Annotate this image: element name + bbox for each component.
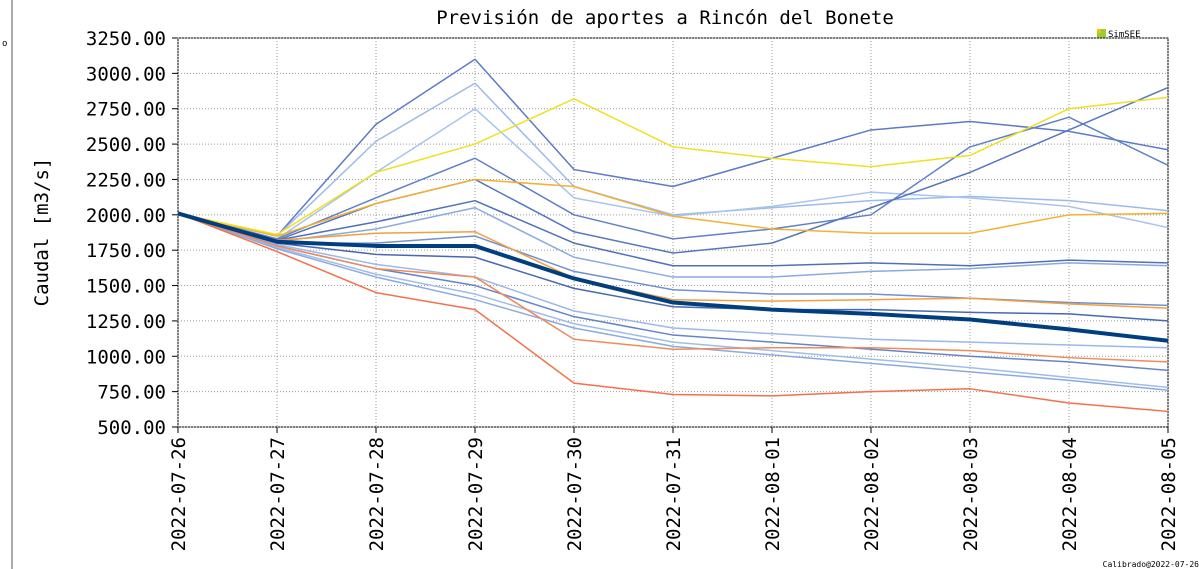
x-tick-label: 2022-07-29: [465, 437, 487, 551]
logo: SimSEE: [1108, 30, 1141, 40]
series-line: [177, 199, 1169, 267]
x-tick-label: 2022-07-27: [267, 437, 289, 551]
y-tick-label: 3250.00: [86, 28, 166, 50]
series-line: [177, 82, 1169, 237]
series-line: [177, 212, 1169, 309]
x-tick-label: 2022-08-04: [1059, 437, 1081, 551]
logo-icon: [1097, 29, 1106, 38]
y-tick-label: 1500.00: [86, 276, 166, 298]
series-line: [177, 96, 1169, 236]
y-tick-label: 2500.00: [86, 134, 166, 156]
series-line: [177, 212, 1169, 413]
x-tick-label: 2022-07-31: [663, 437, 685, 551]
x-tick-label: 2022-07-28: [366, 437, 388, 551]
x-tick-label: 2022-07-26: [168, 437, 190, 551]
y-tick-label: 2250.00: [86, 169, 166, 191]
series-line: [177, 86, 1169, 254]
y-tick-label: 1000.00: [86, 346, 166, 368]
y-tick-label: 500.00: [97, 417, 166, 439]
y-tick-label: 3000.00: [86, 63, 166, 85]
series-line: [177, 212, 1169, 391]
series-line: [177, 116, 1169, 240]
chart-title: Previsión de aportes a Rincón del Bonete: [436, 7, 894, 29]
series-line: [177, 212, 1169, 389]
x-tick-label: 2022-08-01: [762, 437, 784, 551]
y-tick-label: 750.00: [97, 382, 166, 404]
x-tick-label: 2022-07-30: [564, 437, 586, 551]
series-line: [177, 212, 1169, 363]
series-line: [177, 211, 1169, 343]
series-line: [177, 206, 1169, 278]
y-tick-label: 1750.00: [86, 240, 166, 262]
x-tick-label: 2022-08-03: [960, 437, 982, 551]
logo-icon: [1097, 29, 1101, 33]
series-line: [177, 58, 1169, 237]
x-tick-label: 2022-08-02: [861, 437, 883, 551]
x-tick-label: 2022-08-05: [1158, 437, 1180, 551]
series-line: [177, 178, 1169, 237]
y-tick-label: 2000.00: [86, 205, 166, 227]
footnote: Calibrado@2022-07-26: [1103, 560, 1199, 569]
y-tick-label: 1250.00: [86, 311, 166, 333]
y-tick-label: 2750.00: [86, 99, 166, 121]
series-line: [177, 212, 1169, 349]
series-line: [177, 212, 1169, 322]
y-axis-label: Caudal [m3/s]: [31, 158, 53, 307]
side-text: o: [2, 39, 7, 49]
